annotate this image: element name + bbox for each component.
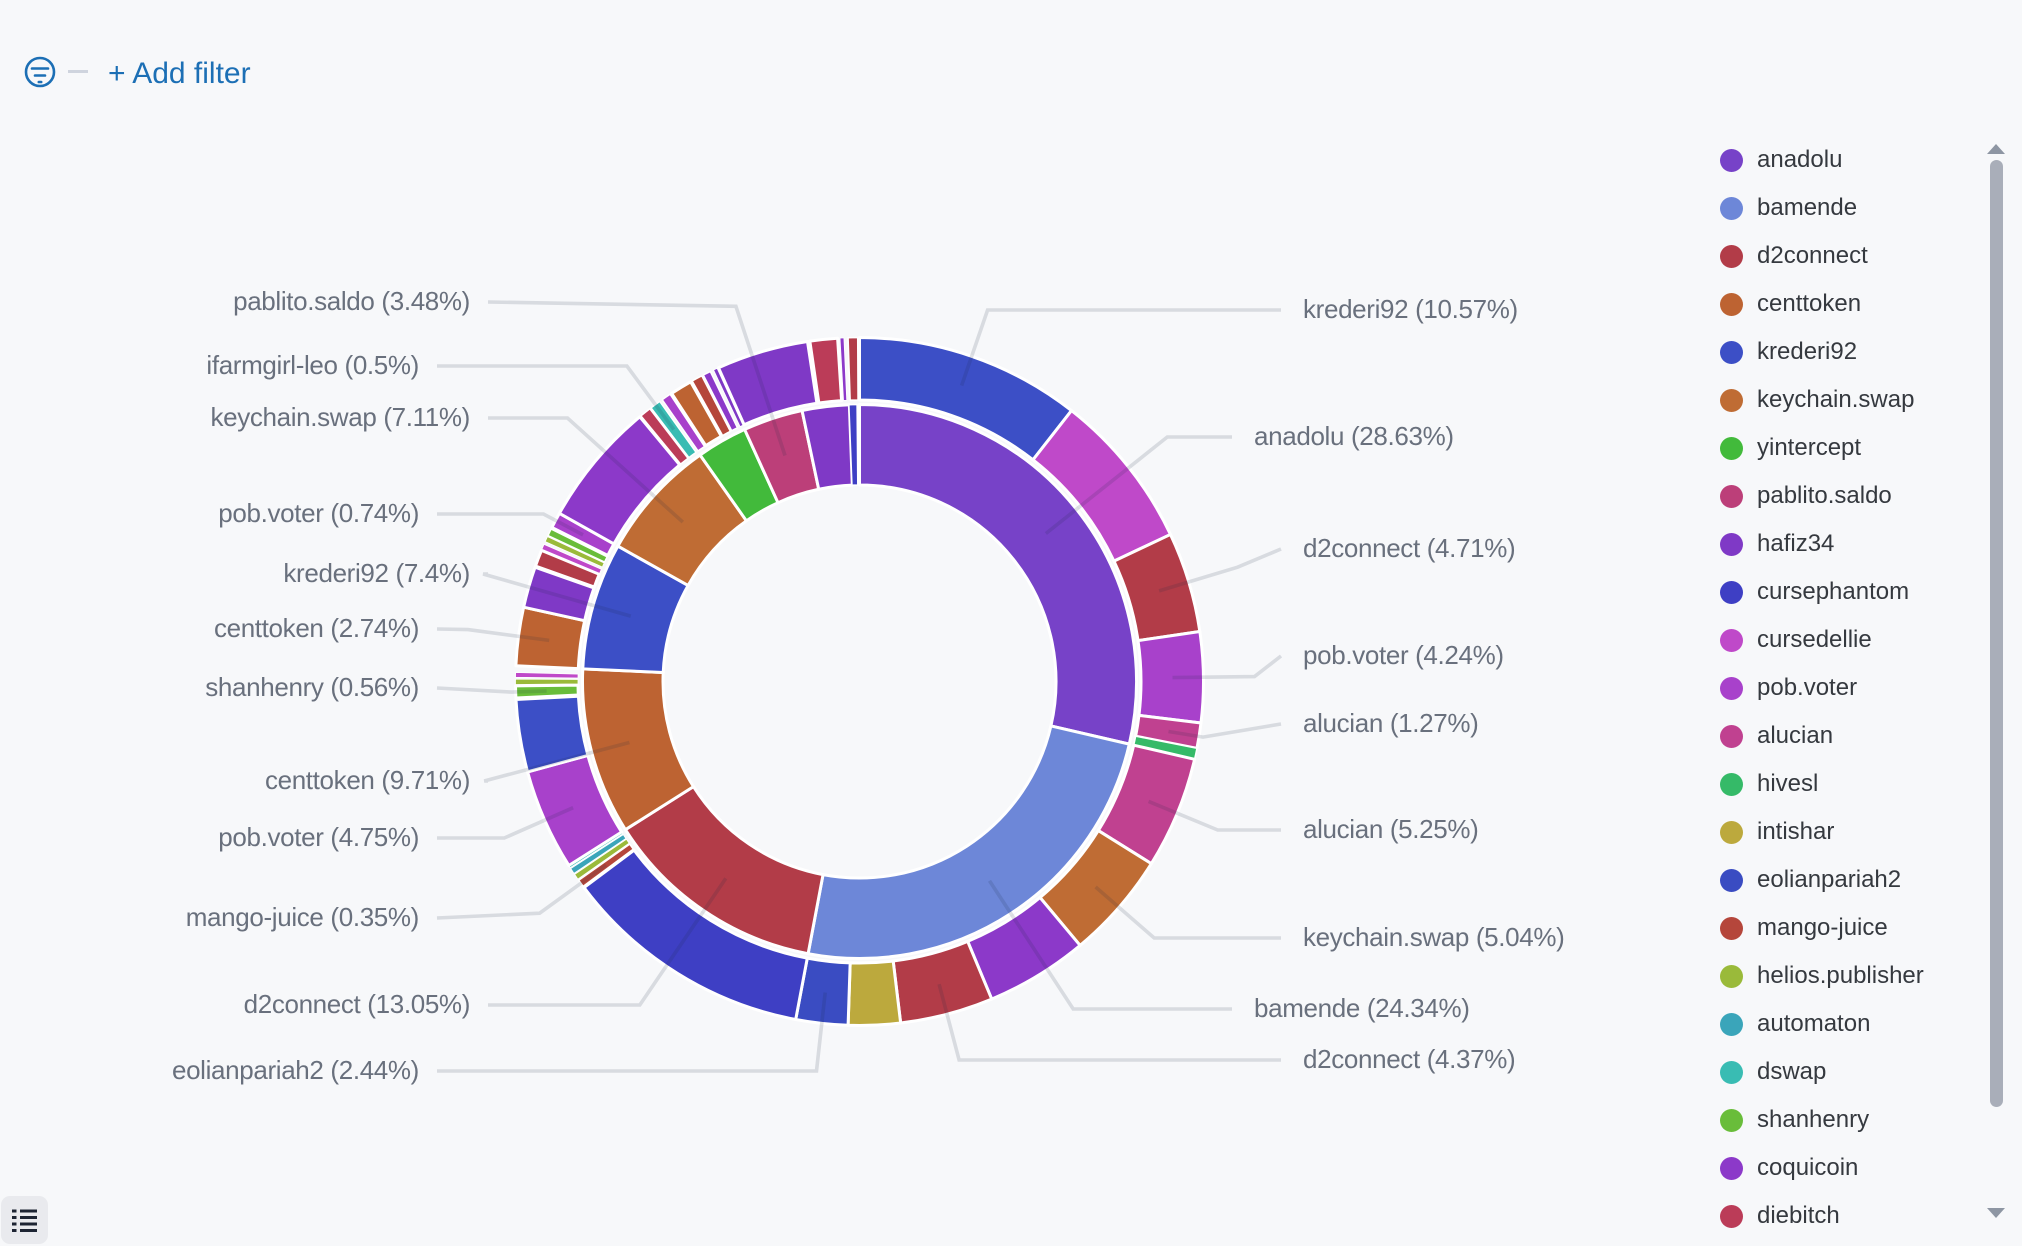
svg-text:pob.voter (4.75%): pob.voter (4.75%): [218, 822, 419, 852]
svg-text:shanhenry (0.56%): shanhenry (0.56%): [205, 672, 419, 702]
svg-text:pob.voter (4.24%): pob.voter (4.24%): [1303, 640, 1504, 670]
svg-text:d2connect (4.37%): d2connect (4.37%): [1303, 1044, 1515, 1074]
svg-text:d2connect (13.05%): d2connect (13.05%): [244, 989, 470, 1019]
svg-text:ifarmgirl-leo (0.5%): ifarmgirl-leo (0.5%): [206, 350, 419, 380]
svg-text:bamende (24.34%): bamende (24.34%): [1254, 993, 1470, 1023]
svg-text:pob.voter (0.74%): pob.voter (0.74%): [218, 498, 419, 528]
svg-text:alucian (1.27%): alucian (1.27%): [1303, 708, 1478, 738]
svg-text:pablito.saldo (3.48%): pablito.saldo (3.48%): [233, 286, 470, 316]
svg-text:centtoken (9.71%): centtoken (9.71%): [265, 765, 470, 795]
svg-text:eolianpariah2 (2.44%): eolianpariah2 (2.44%): [172, 1055, 419, 1085]
svg-text:krederi92 (7.4%): krederi92 (7.4%): [283, 558, 470, 588]
svg-text:keychain.swap (5.04%): keychain.swap (5.04%): [1303, 922, 1564, 952]
svg-text:alucian (5.25%): alucian (5.25%): [1303, 814, 1478, 844]
svg-text:d2connect (4.71%): d2connect (4.71%): [1303, 533, 1515, 563]
svg-text:keychain.swap (7.11%): keychain.swap (7.11%): [210, 402, 470, 432]
svg-text:anadolu (28.63%): anadolu (28.63%): [1254, 421, 1454, 451]
svg-text:mango-juice (0.35%): mango-juice (0.35%): [186, 902, 419, 932]
svg-text:krederi92 (10.57%): krederi92 (10.57%): [1303, 294, 1518, 324]
svg-text:centtoken (2.74%): centtoken (2.74%): [214, 613, 419, 643]
